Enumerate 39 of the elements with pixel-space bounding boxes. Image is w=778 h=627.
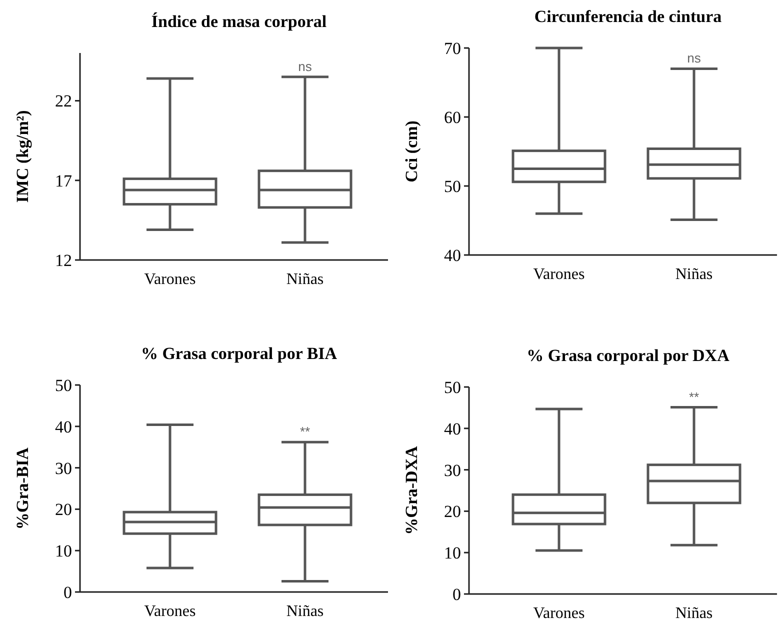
- y-tick-label: 70: [444, 38, 461, 58]
- y-tick-label: 12: [55, 250, 72, 270]
- y-tick-label: 40: [55, 417, 72, 436]
- y-tick-label: 0: [64, 582, 72, 602]
- y-tick-label: 50: [55, 376, 72, 395]
- x-tick-label: Niñas: [286, 603, 324, 620]
- y-tick-label: 10: [55, 542, 72, 561]
- chart-title: % Grasa corporal por DXA: [526, 346, 730, 365]
- annotation: **: [688, 389, 700, 404]
- x-tick-label: Niñas: [675, 605, 713, 622]
- y-tick-label: 20: [444, 502, 461, 522]
- y-axis-title: %Gra-DXA: [402, 445, 421, 535]
- x-tick-label: Varones: [533, 605, 585, 622]
- x-tick-label: Varones: [533, 266, 585, 283]
- chart-title: % Grasa corporal por BIA: [140, 344, 338, 363]
- annotation: **: [300, 424, 310, 440]
- annotation: ns: [298, 58, 312, 74]
- y-tick-label: 20: [55, 500, 72, 520]
- annotation: ns: [687, 50, 702, 66]
- y-axis-title: IMC (kg/m²): [13, 110, 32, 203]
- y-tick-label: 60: [444, 108, 461, 127]
- y-tick-label: 22: [55, 92, 72, 111]
- y-tick-label: 0: [452, 584, 461, 604]
- chart-title: Índice de masa corporal: [151, 12, 327, 31]
- y-tick-label: 30: [444, 460, 461, 480]
- y-tick-label: 40: [444, 246, 461, 265]
- x-tick-label: Niñas: [286, 271, 324, 288]
- x-tick-label: Niñas: [675, 266, 713, 283]
- y-tick-label: 40: [444, 419, 461, 438]
- y-tick-label: 50: [444, 378, 461, 397]
- y-tick-label: 17: [55, 171, 72, 190]
- x-tick-label: Varones: [144, 603, 196, 620]
- y-axis-title: Cci (cm): [402, 120, 421, 182]
- chart-title: Circunferencia de cintura: [534, 7, 722, 26]
- x-tick-label: Varones: [144, 271, 196, 288]
- y-axis-title: %Gra-BIA: [13, 446, 32, 530]
- y-tick-label: 10: [444, 544, 461, 563]
- y-tick-label: 50: [444, 176, 461, 196]
- y-tick-label: 30: [55, 458, 72, 478]
